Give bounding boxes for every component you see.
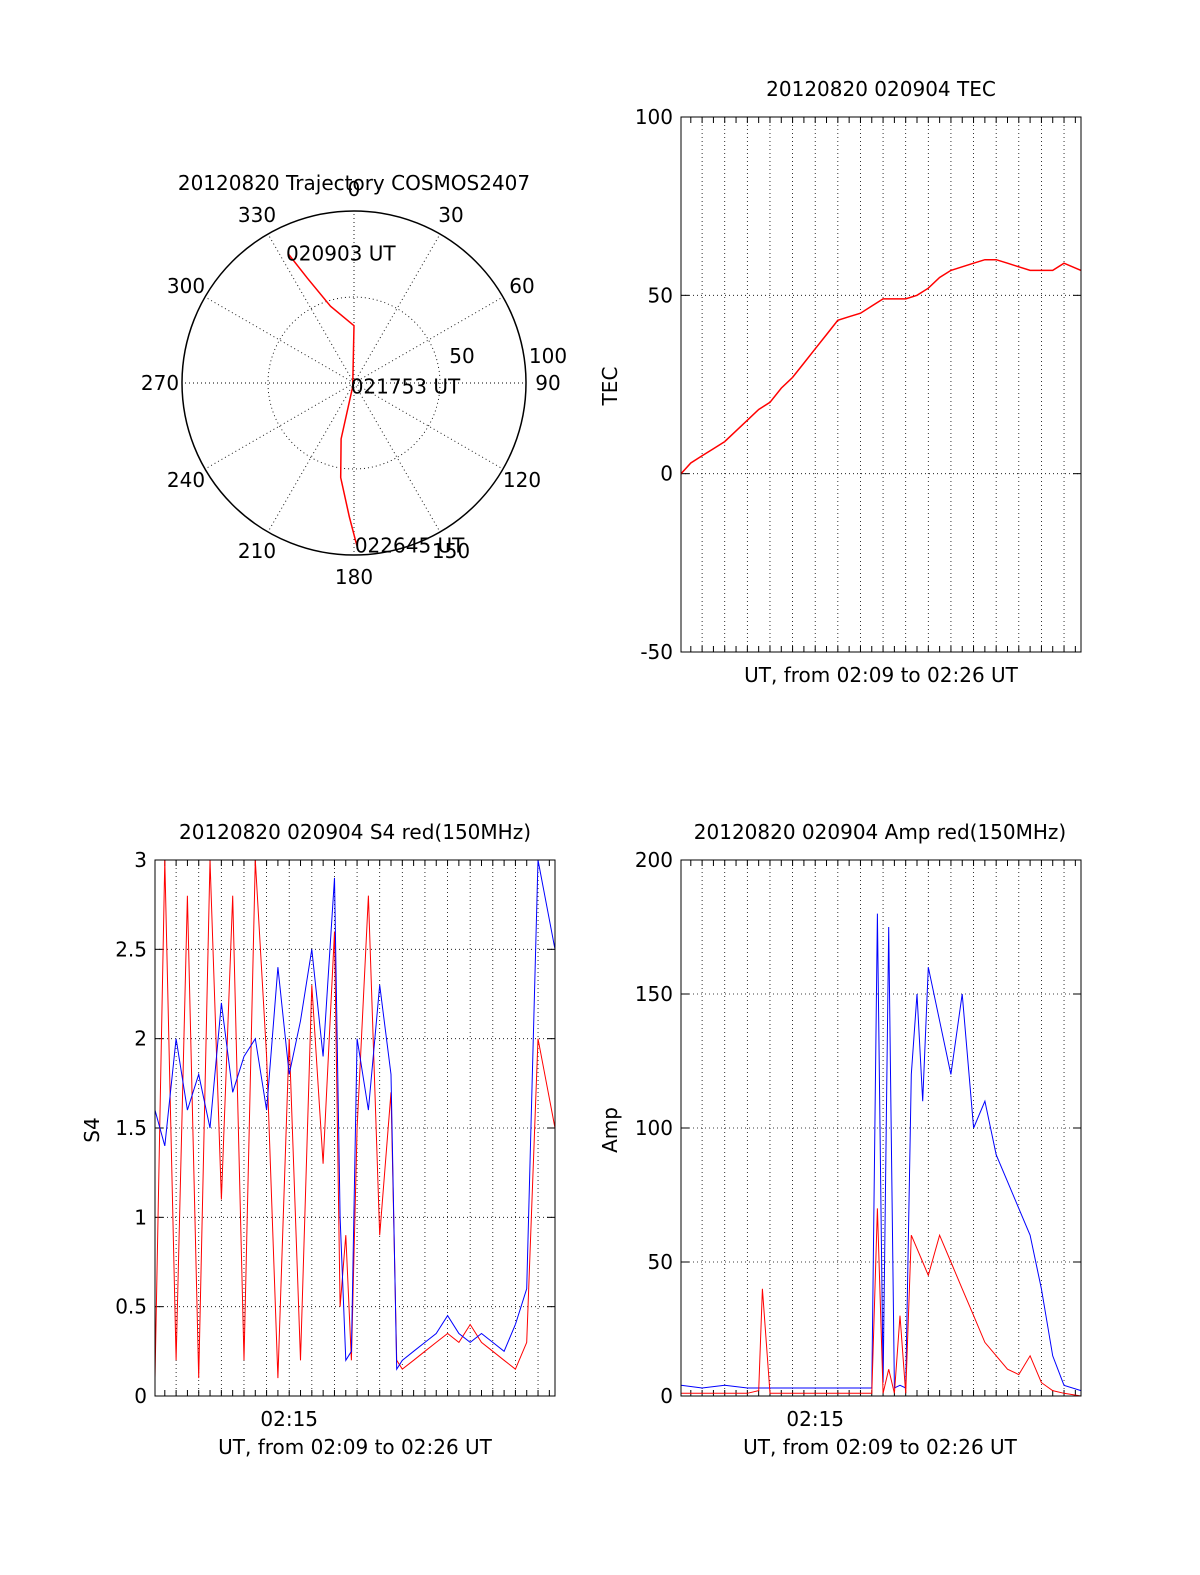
- s4-y-axis-label: S4: [80, 1117, 104, 1142]
- trajectory-track-line: [287, 253, 358, 546]
- trajectory-time-annotations: 020903 UT 021753 UT 022645 UT: [286, 242, 465, 558]
- amp-y-tick-label: 150: [635, 982, 673, 1006]
- s4-x-tick-labels: 02:15: [260, 1407, 318, 1431]
- tec-y-tick-label: -50: [640, 640, 673, 664]
- s4-x-tick-label: 02:15: [260, 1407, 318, 1431]
- s4-y-tick-labels: 0 0.5 1 1.5 2 2.5 3: [115, 848, 147, 1408]
- amp-chart: 20120820 020904 Amp red(150MHz) 0 50 100 15…: [598, 820, 1082, 1459]
- polar-angle-label: 270: [141, 371, 179, 395]
- amp-x-tick-label: 02:15: [786, 1407, 844, 1431]
- amp-y-axis-label: Amp: [598, 1107, 622, 1153]
- polar-spoke: [353, 233, 441, 384]
- amp-title: 20120820 020904 Amp red(150MHz): [694, 820, 1066, 844]
- polar-inner-circle: [267, 296, 441, 470]
- amp-grid: [681, 859, 1081, 1397]
- tec-y-tick-label: 100: [635, 105, 673, 129]
- amp-y-tick-label: 100: [635, 1116, 673, 1140]
- polar-angle-label: 30: [438, 203, 463, 227]
- s4-y-tick-label: 1: [134, 1205, 147, 1229]
- polar-radial-label: 50: [449, 344, 474, 368]
- amp-plot-frame: [680, 859, 1082, 1397]
- polar-angle-label: 210: [238, 539, 276, 563]
- trajectory-time-label: 020903 UT: [286, 242, 396, 266]
- s4-y-tick-label: 2: [134, 1027, 147, 1051]
- tec-chart: 20120820 020904 TEC -50 0 50 100 UT, from 0…: [598, 77, 1082, 687]
- s4-chart: 20120820 020904 S4 red(150MHz) 0 0.5 1 1.5 2…: [80, 820, 556, 1459]
- tec-title: 20120820 020904 TEC: [766, 77, 996, 101]
- trajectory-title: 20120820 Trajectory COSMOS2407: [178, 171, 530, 195]
- amp-x-axis-label: UT, from 02:09 to 02:26 UT: [743, 1435, 1018, 1459]
- s4-title: 20120820 020904 S4 red(150MHz): [179, 820, 531, 844]
- amp-y-tick-label: 0: [660, 1384, 673, 1408]
- s4-plot-frame: [154, 859, 556, 1397]
- polar-spoke: [353, 382, 504, 470]
- polar-outer-circle: [181, 210, 527, 556]
- polar-radial-label: 100: [529, 344, 567, 368]
- polar-angle-label: 240: [167, 468, 205, 492]
- s4-y-tick-label: 1.5: [115, 1116, 147, 1140]
- polar-angle-label: 300: [167, 274, 205, 298]
- polar-angle-label: 120: [503, 468, 541, 492]
- tec-y-tick-label: 0: [660, 462, 673, 486]
- s4-y-tick-label: 0: [134, 1384, 147, 1408]
- polar-spoke: [353, 296, 504, 384]
- polar-spoke: [267, 382, 355, 533]
- trajectory-time-label: 022645 UT: [355, 533, 465, 557]
- s4-x-axis-label: UT, from 02:09 to 02:26 UT: [218, 1435, 493, 1459]
- amp-red-series-line: [681, 1208, 1082, 1397]
- s4-red-series-line: [154, 859, 556, 1379]
- polar-angle-labels: 0 30 60 90 120 150 180 210 240 270 300 330: [141, 177, 561, 589]
- amp-y-tick-labels: 0 50 100 150 200: [635, 848, 673, 1408]
- trajectory-time-label: 021753 UT: [351, 375, 461, 399]
- polar-angle-label: 90: [535, 371, 560, 395]
- tec-series-line: [680, 258, 1082, 475]
- s4-blue-series-line: [154, 859, 556, 1371]
- amp-y-tick-label: 50: [648, 1250, 673, 1274]
- polar-angle-label: 330: [238, 203, 276, 227]
- polar-angle-label: 150: [432, 539, 470, 563]
- s4-y-tick-label: 3: [134, 848, 147, 872]
- tec-grid: [681, 116, 1081, 653]
- amp-blue-series-line: [680, 913, 1082, 1392]
- amp-x-tick-labels: 02:15: [786, 1407, 844, 1431]
- tec-y-axis-label: TEC: [598, 367, 622, 407]
- amp-y-tick-label: 200: [635, 848, 673, 872]
- trajectory-polar-plot: 20120820 Trajectory COSMOS2407 0 30 60 90 12…: [141, 171, 567, 589]
- s4-y-tick-label: 0.5: [115, 1295, 147, 1319]
- polar-spoke: [204, 296, 355, 384]
- polar-spoke: [204, 382, 355, 470]
- polar-angle-label: 60: [509, 274, 534, 298]
- polar-angle-label: 0: [348, 177, 361, 201]
- polar-angle-label: 180: [335, 565, 373, 589]
- tec-plot-frame: [680, 116, 1082, 653]
- polar-radial-labels: 50 100: [449, 344, 567, 368]
- tec-y-tick-labels: -50 0 50 100: [635, 105, 673, 664]
- polar-spoke: [353, 382, 441, 533]
- polar-spoke: [267, 233, 355, 384]
- s4-y-tick-label: 2.5: [115, 937, 147, 961]
- tec-y-tick-label: 50: [648, 283, 673, 307]
- tec-x-axis-label: UT, from 02:09 to 02:26 UT: [744, 663, 1019, 687]
